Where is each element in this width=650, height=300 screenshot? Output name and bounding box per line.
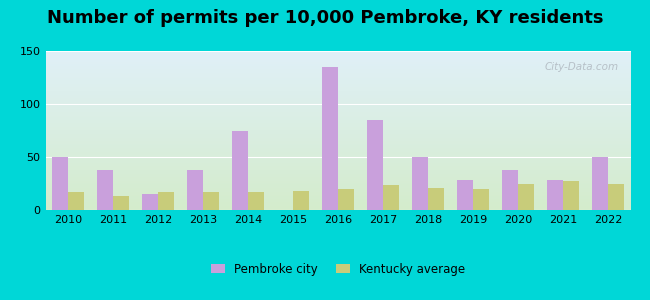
- Bar: [187, 170, 203, 210]
- Bar: [203, 192, 219, 210]
- Bar: [338, 189, 354, 210]
- Bar: [502, 170, 518, 210]
- Bar: [367, 120, 383, 210]
- Bar: [592, 157, 608, 210]
- Bar: [563, 182, 578, 210]
- Bar: [158, 192, 174, 210]
- Bar: [68, 192, 84, 210]
- Bar: [428, 188, 444, 210]
- Text: City-Data.com: City-Data.com: [545, 62, 619, 72]
- Bar: [518, 184, 534, 210]
- Bar: [547, 180, 563, 210]
- Bar: [457, 180, 473, 210]
- Legend: Pembroke city, Kentucky average: Pembroke city, Kentucky average: [206, 258, 470, 280]
- Bar: [113, 196, 129, 210]
- Bar: [322, 67, 338, 210]
- Bar: [608, 184, 624, 210]
- Bar: [383, 184, 398, 210]
- Bar: [52, 157, 68, 210]
- Bar: [98, 170, 113, 210]
- Bar: [248, 192, 264, 210]
- Bar: [412, 157, 428, 210]
- Bar: [473, 189, 489, 210]
- Bar: [142, 194, 158, 210]
- Text: Number of permits per 10,000 Pembroke, KY residents: Number of permits per 10,000 Pembroke, K…: [47, 9, 603, 27]
- Bar: [232, 130, 248, 210]
- Bar: [293, 191, 309, 210]
